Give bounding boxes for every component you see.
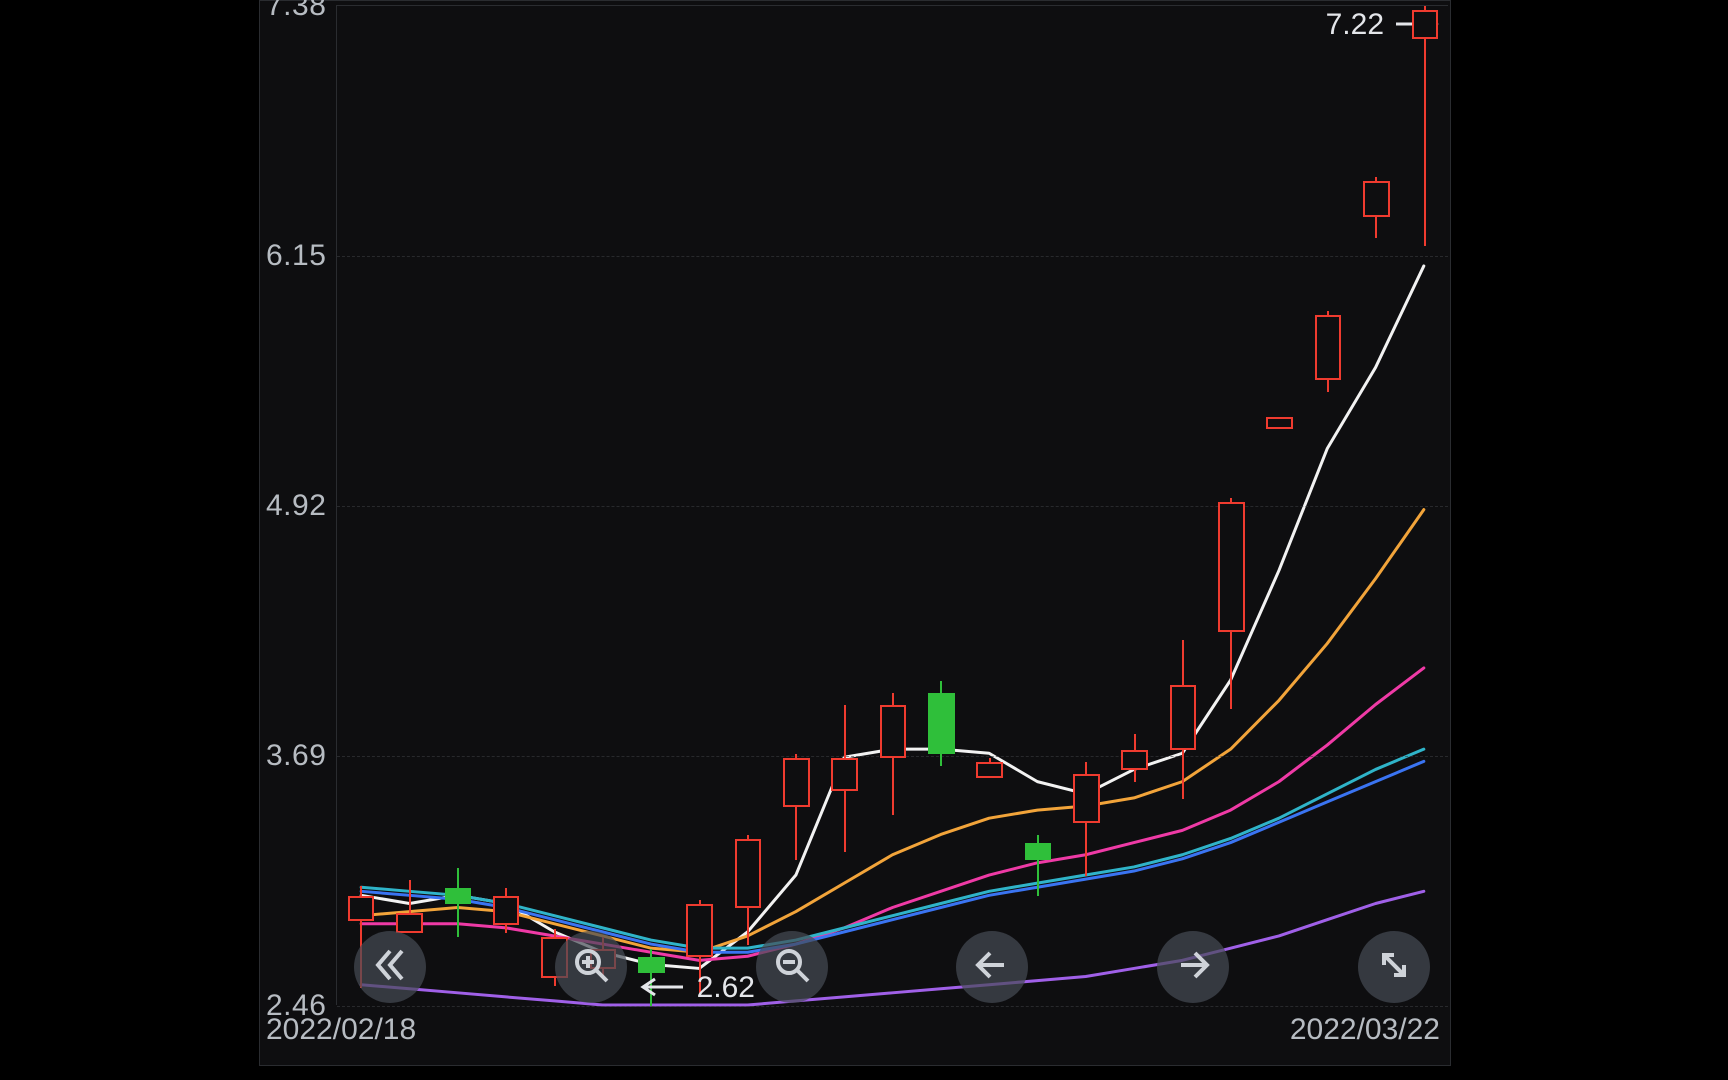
candle-body: [1363, 181, 1390, 218]
candle-body: [880, 705, 907, 758]
candle-body: [831, 758, 858, 791]
arrow-right-icon: [1173, 945, 1213, 990]
candle[interactable]: [831, 6, 858, 1006]
candle-body: [1073, 774, 1100, 823]
next-button[interactable]: [1157, 931, 1229, 1003]
y-axis: 7.386.154.923.692.46: [260, 1, 330, 1065]
candle-body: [1121, 750, 1148, 770]
candle[interactable]: [1315, 6, 1342, 1006]
arrow-left-icon: [972, 945, 1012, 990]
fullscreen-button[interactable]: [1358, 931, 1430, 1003]
expand-icon: [1374, 945, 1414, 990]
candle-wick: [1424, 6, 1426, 246]
zoom-in-icon: [571, 945, 611, 990]
candle[interactable]: [638, 6, 665, 1006]
candle-body: [735, 839, 762, 908]
y-axis-label: 3.69: [266, 739, 326, 773]
x-axis-end: 2022/03/22: [1290, 1013, 1440, 1047]
candle-body: [1266, 417, 1293, 429]
candle-body: [396, 913, 423, 933]
prev-button[interactable]: [956, 931, 1028, 1003]
candle[interactable]: [1218, 6, 1245, 1006]
candle[interactable]: [1412, 6, 1439, 1006]
candle[interactable]: [348, 6, 375, 1006]
candle[interactable]: [783, 6, 810, 1006]
nav-bar: [336, 931, 1448, 1005]
candle[interactable]: [686, 6, 713, 1006]
candle[interactable]: [1073, 6, 1100, 1006]
candle-body: [783, 758, 810, 807]
candle[interactable]: [1025, 6, 1052, 1006]
zoom-out-button[interactable]: [756, 931, 828, 1003]
candle-body: [1170, 685, 1197, 750]
candle-body: [1412, 10, 1439, 38]
candle[interactable]: [976, 6, 1003, 1006]
x-axis-start: 2022/02/18: [266, 1013, 416, 1047]
candle[interactable]: [880, 6, 907, 1006]
plot-area[interactable]: 7.22: [336, 5, 1448, 1005]
candle-body: [976, 762, 1003, 778]
candle-body: [348, 896, 375, 920]
candle[interactable]: [590, 6, 617, 1006]
rewind-button[interactable]: [354, 931, 426, 1003]
candle[interactable]: [541, 6, 568, 1006]
y-axis-label: 7.38: [266, 0, 326, 23]
candle-body: [1025, 843, 1052, 859]
candle-body: [928, 693, 955, 754]
candle[interactable]: [396, 6, 423, 1006]
candle[interactable]: [1363, 6, 1390, 1006]
chart-panel: 7.386.154.923.692.46 7.22 2.62 2022/02/1…: [259, 0, 1451, 1066]
candle[interactable]: [1170, 6, 1197, 1006]
candle[interactable]: [445, 6, 472, 1006]
y-axis-label: 4.92: [266, 489, 326, 523]
rewind-icon: [370, 945, 410, 990]
candle-body: [493, 896, 520, 924]
candle[interactable]: [735, 6, 762, 1006]
candle-body: [445, 888, 472, 904]
candle-body: [1315, 315, 1342, 380]
candle[interactable]: [1266, 6, 1293, 1006]
x-axis: 2022/02/18 2022/03/22: [260, 1003, 1450, 1047]
zoom-out-icon: [772, 945, 812, 990]
candle[interactable]: [1121, 6, 1148, 1006]
candle[interactable]: [493, 6, 520, 1006]
y-axis-label: 6.15: [266, 239, 326, 273]
candle-body: [1218, 502, 1245, 632]
zoom-in-button[interactable]: [555, 931, 627, 1003]
candle[interactable]: [928, 6, 955, 1006]
